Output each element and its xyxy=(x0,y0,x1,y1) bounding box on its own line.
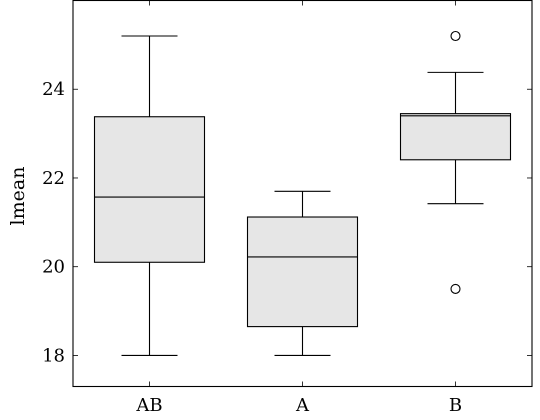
outlier-point xyxy=(450,283,461,294)
box-group-ab xyxy=(93,35,206,356)
outlier-point xyxy=(450,30,461,42)
y-tick-label: 18 xyxy=(42,345,65,366)
y-tick-label: 24 xyxy=(42,79,65,100)
box-group-a xyxy=(246,190,359,356)
y-tick-label: 20 xyxy=(42,257,65,278)
plot-area xyxy=(93,30,512,356)
x-tick-label: B xyxy=(449,395,462,416)
x-tick-label: A xyxy=(295,395,310,416)
iqr-box xyxy=(246,216,359,328)
y-axis-label: lmean xyxy=(7,167,29,226)
box-group-b xyxy=(399,30,512,294)
x-axis: AB A B xyxy=(135,0,462,416)
iqr-box xyxy=(93,116,206,263)
y-axis: 18 20 22 24 xyxy=(42,79,532,366)
iqr-box xyxy=(399,113,512,161)
x-tick-label: AB xyxy=(135,395,162,416)
y-tick-label: 22 xyxy=(42,168,65,189)
